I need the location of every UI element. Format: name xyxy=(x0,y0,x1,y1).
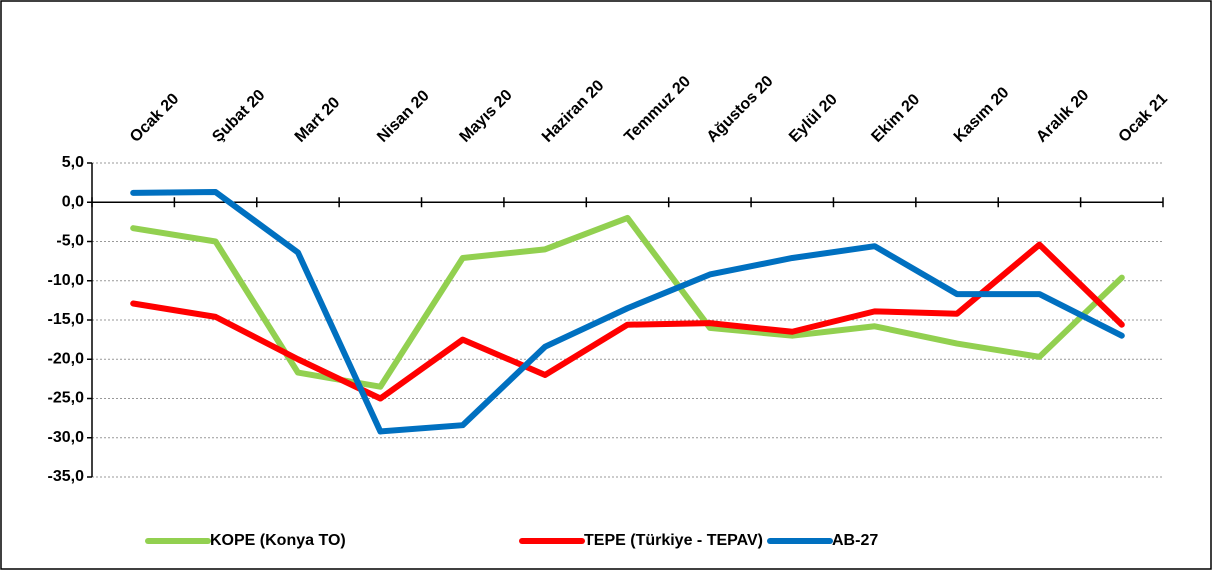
y-tick-label: -10,0 xyxy=(48,272,85,289)
y-tick-label: -30,0 xyxy=(48,429,85,446)
series-line xyxy=(130,189,1125,435)
legend-label: KOPE (Konya TO) xyxy=(210,532,346,549)
y-tick-label: -15,0 xyxy=(48,311,85,328)
y-tick-label: -20,0 xyxy=(48,350,85,367)
y-tick-label: -5,0 xyxy=(56,233,84,250)
series-line xyxy=(130,214,1125,390)
y-tick-label: -25,0 xyxy=(48,390,85,407)
y-tick-label: -35,0 xyxy=(48,468,85,485)
y-tick-label: 0,0 xyxy=(62,193,84,210)
legend-label: TEPE (Türkiye - TEPAV) xyxy=(584,532,763,549)
series-line xyxy=(130,241,1125,402)
legend-label: AB-27 xyxy=(832,532,878,549)
y-tick-label: 5,0 xyxy=(62,154,84,171)
